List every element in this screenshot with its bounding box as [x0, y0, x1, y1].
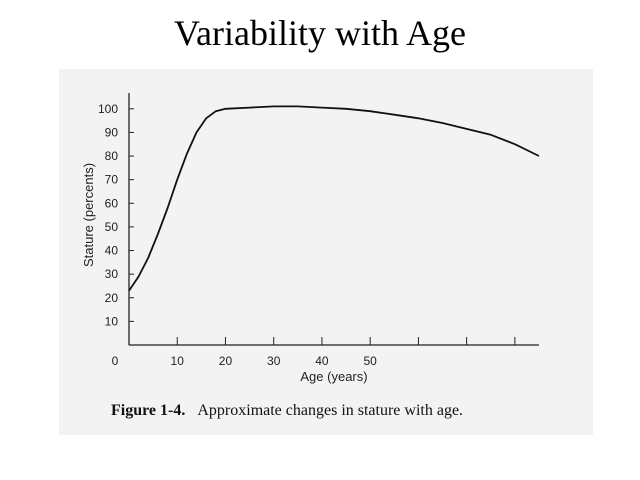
x-tick-label-20: 20: [219, 354, 233, 368]
y-axis-label: Stature (percents): [81, 163, 96, 267]
y-tick-label-100: 100: [98, 102, 118, 116]
x-tick-label-30: 30: [267, 354, 281, 368]
caption-text: Approximate changes in stature with age.: [197, 402, 464, 419]
x-axis-label: Age (years): [300, 369, 367, 384]
y-tick-label-60: 60: [105, 196, 119, 210]
y-tick-label-90: 90: [105, 125, 119, 139]
x-tick-label-0: 0: [112, 354, 119, 368]
y-tick-label-70: 70: [105, 173, 119, 187]
y-tick-label-20: 20: [105, 291, 119, 305]
figure-caption: Figure 1-4. Approximate changes in statur…: [111, 402, 463, 420]
y-tick-label-40: 40: [105, 244, 119, 258]
x-tick-label-10: 10: [171, 354, 185, 368]
y-tick-label-30: 30: [105, 267, 119, 281]
series-line-0: [128, 105, 540, 292]
caption-label: Figure 1-4.: [111, 402, 186, 419]
y-tick-label-10: 10: [105, 314, 119, 328]
y-tick-label-50: 50: [105, 220, 119, 234]
x-tick-label-50: 50: [363, 354, 377, 368]
slide-title: Variability with Age: [174, 13, 466, 53]
stature-chart: 10 20 30 40 50 60 70 80 90 100 0 10 20 30 40 50 Age (ye…: [81, 93, 540, 384]
figure-panel: 10 20 30 40 50 60 70 80 90 100 0 10 20 30 40 50 Age (ye…: [59, 69, 593, 435]
x-tick-label-40: 40: [315, 354, 329, 368]
y-tick-label-80: 80: [105, 149, 119, 163]
